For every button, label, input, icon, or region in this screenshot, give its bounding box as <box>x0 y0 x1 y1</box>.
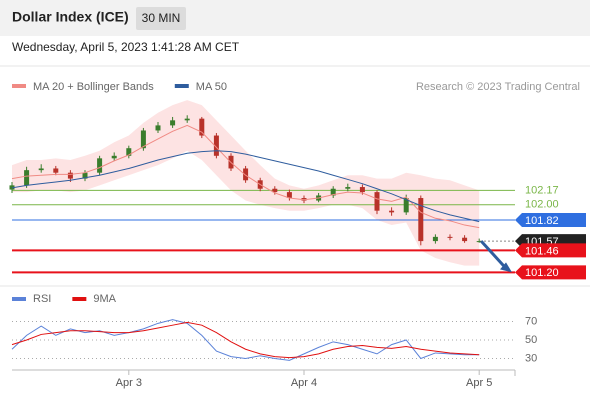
candle-body <box>24 170 30 186</box>
candle-body <box>359 187 365 193</box>
candle-body <box>67 172 73 179</box>
candle-body <box>97 158 103 173</box>
candle-body <box>213 135 219 156</box>
candle-body <box>345 187 351 189</box>
timeframe-button[interactable] <box>136 7 186 30</box>
candle-body <box>82 172 88 179</box>
level-label: 101.82 <box>525 215 559 227</box>
candle-body <box>170 120 176 126</box>
level-tag <box>515 212 586 227</box>
ma-line <box>11 124 480 229</box>
forecast-arrow <box>480 240 508 270</box>
candle-body <box>140 130 146 149</box>
x-tick-label: Apr 3 <box>116 377 142 389</box>
candle-body <box>462 237 468 242</box>
candle-body <box>447 236 453 238</box>
candle-body <box>418 198 424 242</box>
y-tick-label: 70 <box>525 315 537 327</box>
title: Dollar Index (ICE) <box>12 9 129 25</box>
candle-body <box>38 168 44 171</box>
source: Research © 2023 Trading Central <box>416 81 580 93</box>
timeframe[interactable]: 30 MIN <box>142 11 181 25</box>
y-tick-label: 30 <box>525 352 537 364</box>
x-tick-label: Apr 5 <box>466 377 492 389</box>
level-label: 101.46 <box>525 245 559 257</box>
legend-swatch <box>12 297 26 301</box>
bollinger-band <box>12 100 480 266</box>
candle-body <box>111 155 117 159</box>
y-tick-label: 50 <box>525 334 537 346</box>
candle-body <box>155 125 161 131</box>
candle-body <box>432 236 438 242</box>
x-tick-label: Apr 4 <box>291 377 317 389</box>
candle-body <box>184 118 190 121</box>
candle-body <box>126 148 132 156</box>
forecast-arrowhead <box>500 262 512 273</box>
legend-label: MA 50 <box>196 81 227 93</box>
legend-label: MA 20 + Bollinger Bands <box>33 81 154 93</box>
legend-swatch <box>12 84 26 88</box>
level-tag <box>515 243 586 258</box>
rsi-line <box>11 319 480 361</box>
legend-label: 9MA <box>93 293 116 305</box>
level-tag <box>515 265 586 280</box>
timestamp: Wednesday, April 5, 2023 1:41:28 AM CET <box>12 40 240 54</box>
candle-body <box>330 188 336 196</box>
candle-body <box>389 210 395 213</box>
candle-body <box>199 118 205 136</box>
ma-line <box>11 150 480 223</box>
level-label: 101.20 <box>525 267 559 279</box>
candle-body <box>476 241 482 243</box>
legend-swatch <box>72 297 87 301</box>
candle-body <box>286 192 292 199</box>
candle-body <box>403 198 409 213</box>
candle-body <box>374 192 380 211</box>
legend-swatch <box>174 84 189 88</box>
level-label: 102.00 <box>525 199 559 211</box>
candle-body <box>272 188 278 193</box>
candle-body <box>243 168 249 181</box>
candle-body <box>53 168 59 173</box>
header-bar <box>0 0 590 36</box>
level-label: 102.17 <box>525 184 559 196</box>
legend-label: RSI <box>33 293 51 305</box>
rsi-line <box>11 321 480 359</box>
